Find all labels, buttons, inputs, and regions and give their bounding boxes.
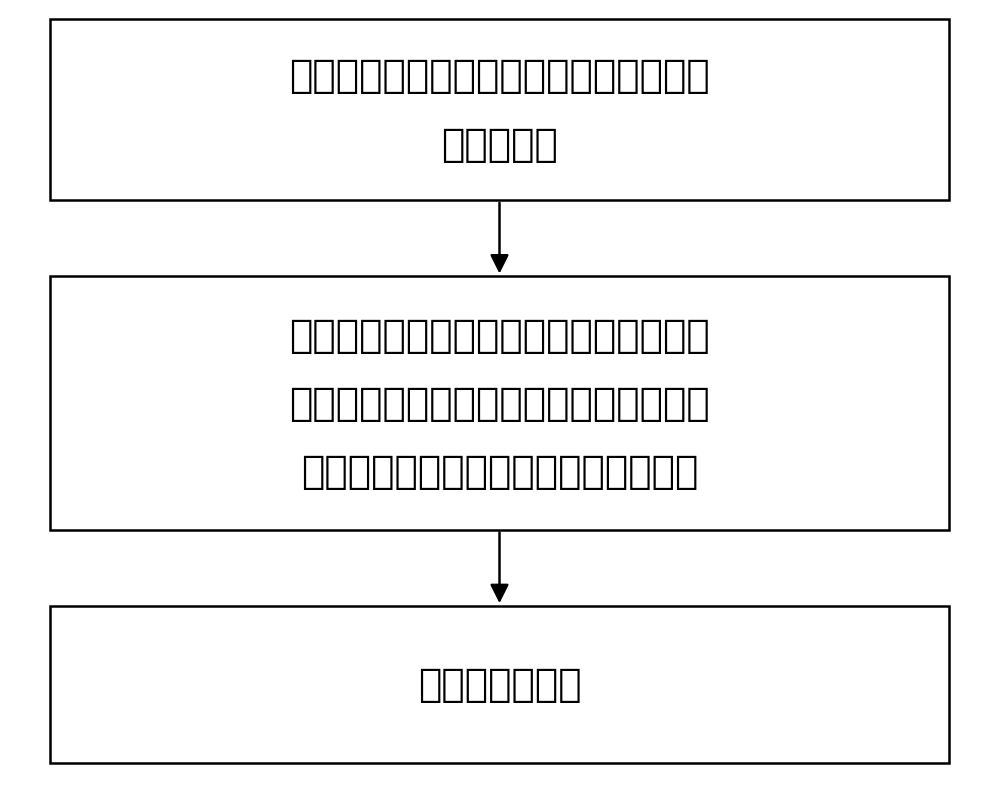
Text: 均形成多个对应所述凸起的微米级凹槽: 均形成多个对应所述凸起的微米级凹槽: [301, 453, 698, 491]
Bar: [50, 20, 949, 201]
Bar: [50, 277, 949, 530]
Text: 提供集流体，在所述集流体上形成所述基: 提供集流体，在所述集流体上形成所述基: [289, 57, 710, 96]
Text: 础导电层。: 础导电层。: [442, 125, 557, 164]
Bar: [50, 606, 949, 763]
Text: 将电极片压实。: 将电极片压实。: [418, 666, 581, 703]
Text: 在所述基础导电层上形成所述功能层，所: 在所述基础导电层上形成所述功能层，所: [289, 316, 710, 354]
Text: 述功能层中各膜层靠近所述集流体的一侧: 述功能层中各膜层靠近所述集流体的一侧: [289, 385, 710, 422]
